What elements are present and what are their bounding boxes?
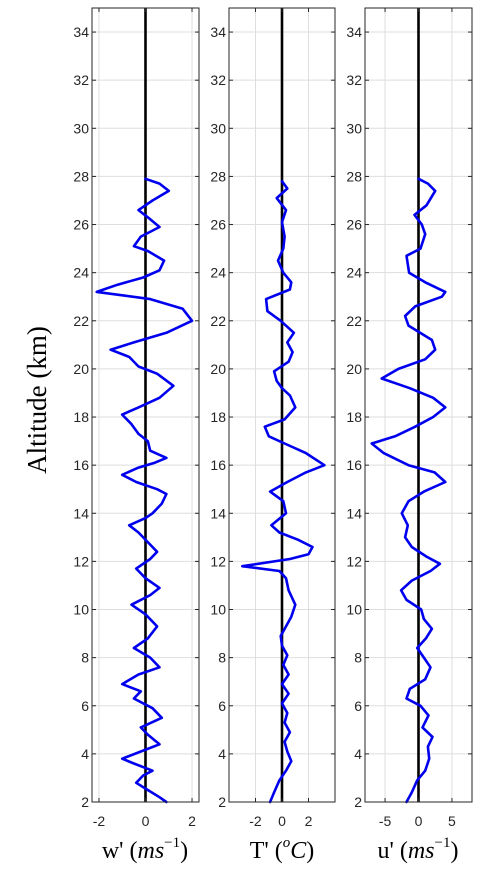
- x-tick-label-w-prime: 2: [188, 813, 196, 829]
- y-tick-label-t-prime: 32: [210, 72, 226, 88]
- y-tick-label-w-prime: 18: [73, 409, 89, 425]
- y-tick-label-t-prime: 14: [210, 505, 226, 521]
- y-tick-label-t-prime: 10: [210, 602, 226, 618]
- y-tick-label-t-prime: 22: [210, 313, 226, 329]
- y-axis-label: Altitude (km): [22, 326, 52, 474]
- y-tick-label-u-prime: 34: [346, 24, 362, 40]
- y-tick-label-t-prime: 4: [218, 746, 226, 762]
- y-tick-label-t-prime: 28: [210, 168, 226, 184]
- x-tick-label-w-prime: -2: [93, 813, 106, 829]
- y-tick-label-u-prime: 32: [346, 72, 362, 88]
- y-tick-label-t-prime: 8: [218, 650, 226, 666]
- x-tick-label-w-prime: 0: [142, 813, 150, 829]
- y-tick-label-u-prime: 6: [354, 698, 362, 714]
- x-label-t-unit: C: [290, 838, 307, 864]
- y-tick-label-u-prime: 14: [346, 505, 362, 521]
- y-tick-label-t-prime: 24: [210, 265, 226, 281]
- y-tick-label-u-prime: 22: [346, 313, 362, 329]
- y-tick-label-u-prime: 18: [346, 409, 362, 425]
- x-tick-label-u-prime: -5: [379, 813, 392, 829]
- y-tick-label-u-prime: 10: [346, 602, 362, 618]
- x-tick-label-t-prime: -2: [249, 813, 262, 829]
- y-tick-label-t-prime: 34: [210, 24, 226, 40]
- y-tick-label-t-prime: 6: [218, 698, 226, 714]
- data-line-w-prime: [95, 177, 194, 804]
- y-tick-label-w-prime: 4: [81, 746, 89, 762]
- x-axis-label-t-prime: T' (oC): [250, 835, 315, 864]
- y-tick-label-t-prime: 12: [210, 553, 226, 569]
- x-tick-label-t-prime: 0: [278, 813, 286, 829]
- x-label-t-close: ): [306, 838, 314, 864]
- y-tick-label-w-prime: 10: [73, 602, 89, 618]
- y-tick-label-w-prime: 34: [73, 24, 89, 40]
- y-tick-label-u-prime: 12: [346, 553, 362, 569]
- y-tick-label-t-prime: 2: [218, 794, 226, 810]
- x-tick-label-u-prime: 5: [448, 813, 456, 829]
- y-tick-label-w-prime: 2: [81, 794, 89, 810]
- y-tick-label-w-prime: 14: [73, 505, 89, 521]
- y-tick-label-w-prime: 12: [73, 553, 89, 569]
- y-tick-label-t-prime: 16: [210, 457, 226, 473]
- y-tick-label-t-prime: 18: [210, 409, 226, 425]
- y-tick-label-u-prime: 16: [346, 457, 362, 473]
- x-label-u-close: ): [450, 838, 458, 864]
- y-tick-label-w-prime: 6: [81, 698, 89, 714]
- x-label-w-exp: −1: [164, 835, 180, 851]
- y-tick-label-u-prime: 26: [346, 217, 362, 233]
- y-tick-label-t-prime: 20: [210, 361, 226, 377]
- y-tick-label-u-prime: 28: [346, 168, 362, 184]
- data-line-u-prime: [370, 177, 447, 804]
- y-tick-label-w-prime: 30: [73, 120, 89, 136]
- x-axis-label-u-prime: u' (ms−1): [378, 835, 459, 864]
- x-label-w-close: ): [180, 838, 188, 864]
- y-tick-label-w-prime: 22: [73, 313, 89, 329]
- y-tick-label-u-prime: 8: [354, 650, 362, 666]
- x-label-u-main: u' (: [378, 838, 408, 864]
- y-tick-label-u-prime: 2: [354, 794, 362, 810]
- x-label-t-exp: o: [283, 835, 291, 851]
- y-tick-label-w-prime: 28: [73, 168, 89, 184]
- y-tick-label-w-prime: 26: [73, 217, 89, 233]
- x-axis-label-w-prime: w' (ms−1): [102, 835, 188, 864]
- y-tick-label-u-prime: 30: [346, 120, 362, 136]
- data-line-t-prime: [241, 179, 326, 804]
- x-label-w-unit: ms: [138, 838, 165, 864]
- y-tick-label-t-prime: 30: [210, 120, 226, 136]
- y-tick-label-u-prime: 24: [346, 265, 362, 281]
- y-tick-label-u-prime: 20: [346, 361, 362, 377]
- x-tick-label-t-prime: 2: [305, 813, 313, 829]
- y-tick-label-w-prime: 24: [73, 265, 89, 281]
- y-tick-label-w-prime: 20: [73, 361, 89, 377]
- y-tick-label-t-prime: 26: [210, 217, 226, 233]
- y-tick-label-w-prime: 8: [81, 650, 89, 666]
- x-label-u-exp: −1: [435, 835, 451, 851]
- x-label-u-unit: ms: [408, 838, 435, 864]
- x-label-w-main: w' (: [102, 838, 138, 864]
- y-tick-label-w-prime: 32: [73, 72, 89, 88]
- y-tick-label-u-prime: 4: [354, 746, 362, 762]
- x-label-t-main: T' (: [250, 838, 283, 864]
- x-tick-label-u-prime: 0: [415, 813, 423, 829]
- y-tick-label-w-prime: 16: [73, 457, 89, 473]
